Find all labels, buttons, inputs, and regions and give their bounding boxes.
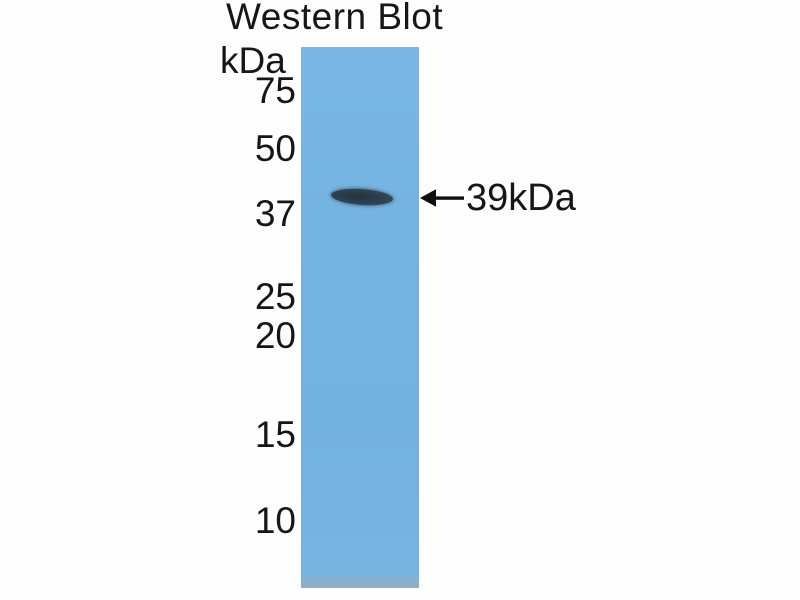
ladder-label-75: 75 <box>254 70 296 111</box>
ladder-label-37: 37 <box>254 193 296 234</box>
ladder-label-15: 15 <box>254 414 296 455</box>
band-annotation-label: 39kDa <box>466 177 576 219</box>
ladder-label-10: 10 <box>254 500 296 541</box>
unit-label: kDa <box>220 40 286 81</box>
left-arrow-icon <box>420 189 464 207</box>
figure-title: Western Blot <box>226 0 444 37</box>
ladder-label-25: 25 <box>254 276 296 317</box>
ladder-label-50: 50 <box>254 128 296 169</box>
ladder-label-20: 20 <box>254 315 296 356</box>
blot-lane <box>301 47 419 588</box>
band-annotation: 39kDa <box>420 178 576 218</box>
